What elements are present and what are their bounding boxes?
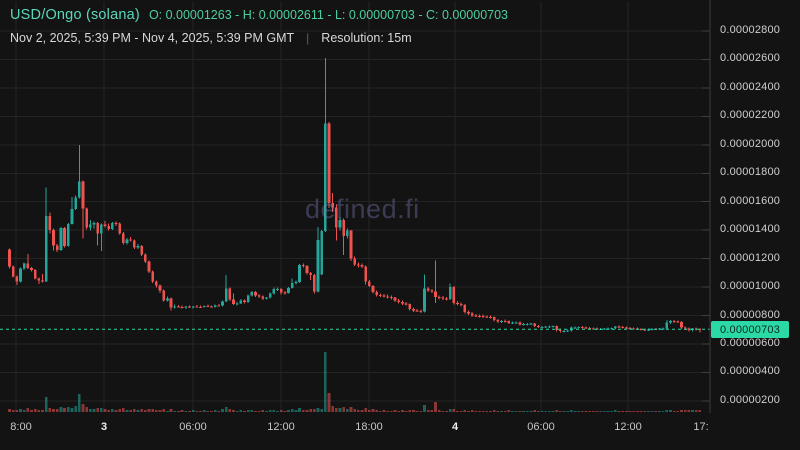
price-axis-label: 0.00002200 (720, 109, 781, 122)
price-axis-label: 0.00001800 (720, 166, 781, 179)
grid-layer (0, 2, 710, 412)
price-axis-label: 0.00002000 (720, 137, 781, 150)
time-axis-label: 12:00 (267, 421, 295, 433)
last-price-badge: 0.00000703 (711, 321, 789, 338)
time-axis-label: 8:00 (10, 421, 32, 433)
price-axis-label: 0.00000200 (720, 393, 781, 406)
time-axis-label: 12:00 (614, 421, 642, 433)
pair-title: USD/Ongo (solana) (10, 7, 140, 23)
price-axis-label: 0.00000600 (720, 336, 781, 349)
price-axis-label: 0.00001000 (720, 280, 781, 293)
date-range: Nov 2, 2025, 5:39 PM - Nov 4, 2025, 5:39… (10, 31, 295, 45)
time-axis-label: 18:00 (355, 421, 383, 433)
price-axis-label: 0.00002600 (720, 52, 781, 65)
separator: | (306, 31, 310, 45)
price-axis-label: 0.00000800 (720, 308, 781, 321)
price-axis-label: 0.00000400 (720, 365, 781, 378)
chart-subheader: Nov 2, 2025, 5:39 PM - Nov 4, 2025, 5:39… (10, 31, 412, 45)
volume-layer (8, 352, 702, 412)
chart-header: USD/Ongo (solana) O: 0.00001263 - H: 0.0… (10, 7, 508, 23)
price-axis-label: 0.00001200 (720, 251, 781, 264)
price-axis[interactable]: 0.00002800 0.00002600 0.00002400 0.00002200… (712, 0, 800, 412)
ohlc-values: O: 0.00001263 - H: 0.00002611 - L: 0.000… (148, 8, 509, 22)
time-axis-day-label: 3 (100, 421, 108, 433)
price-axis-label: 0.00002400 (720, 80, 781, 93)
price-axis-label: 0.00001400 (720, 223, 781, 236)
resolution-label: Resolution: 15m (321, 31, 412, 45)
price-axis-label: 0.00002800 (720, 24, 781, 36)
price-axis-label: 0.00001600 (720, 194, 781, 207)
time-axis[interactable]: 8:00 3 06:00 12:00 18:00 4 06:00 12:00 17: (0, 417, 800, 450)
time-axis-label: 17: (693, 421, 709, 433)
time-axis-label: 06:00 (179, 421, 207, 433)
time-axis-label: 06:00 (527, 421, 555, 433)
time-axis-day-label: 4 (451, 421, 459, 433)
candles-layer (8, 57, 702, 333)
